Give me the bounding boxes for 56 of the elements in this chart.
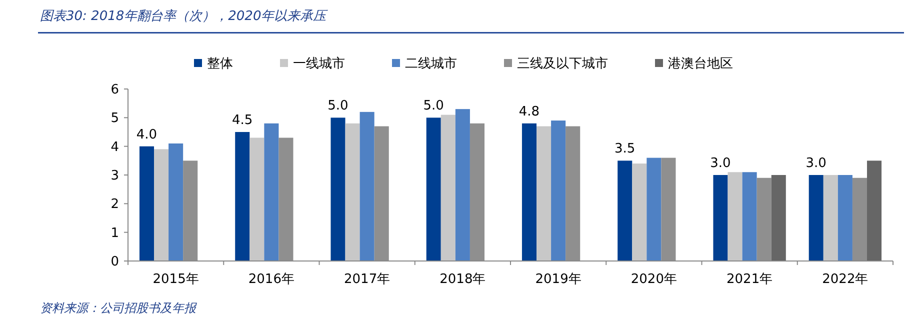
data-label: 5.0 [423, 98, 444, 114]
x-tick-label: 2018年 [440, 272, 486, 287]
bar [823, 175, 838, 261]
bar [551, 120, 566, 261]
data-label: 5.0 [328, 98, 348, 114]
bar [345, 123, 360, 261]
x-tick-label: 2016年 [248, 272, 294, 287]
y-tick-label: 1 [110, 226, 119, 241]
bar [536, 126, 552, 261]
data-label: 4.5 [232, 113, 253, 128]
legend-label: 二线城市 [405, 56, 457, 72]
bar [646, 158, 662, 261]
data-label: 4.0 [136, 127, 158, 142]
data-label: 3.0 [806, 156, 826, 171]
bar [713, 175, 728, 261]
chart-title: 图表30: 2018年翻台率（次），2020年以来承压 [40, 8, 328, 24]
bar [264, 123, 279, 261]
bar [139, 146, 154, 261]
bar [728, 172, 742, 261]
y-tick-label: 4 [110, 140, 119, 155]
data-label: 3.0 [710, 156, 731, 171]
x-tick-label: 2022年 [822, 272, 868, 287]
data-label: 4.8 [518, 104, 540, 120]
bar [618, 160, 632, 261]
bar [632, 164, 647, 261]
bar [808, 175, 824, 261]
bar [455, 109, 470, 261]
legend-label: 三线及以下城市 [517, 56, 608, 72]
legend-label: 港澳台地区 [668, 56, 733, 72]
bar [360, 112, 374, 261]
x-tick-label: 2017年 [344, 272, 390, 287]
bar [838, 175, 852, 261]
x-tick-label: 2019年 [535, 272, 582, 287]
bar [522, 123, 537, 261]
bar [154, 149, 169, 261]
x-tick-label: 2021年 [726, 272, 773, 287]
y-tick-label: 6 [110, 82, 119, 98]
legend-label: 一线城市 [293, 56, 345, 72]
data-label: 3.5 [614, 142, 636, 157]
bar [330, 118, 346, 261]
y-tick-label: 2 [110, 197, 119, 212]
bar [771, 175, 786, 261]
text: 资料来源：公司招股书及年报 [40, 301, 197, 315]
legend-label: 整体 [207, 56, 233, 72]
bar [742, 172, 757, 261]
bar [440, 114, 456, 261]
x-tick-label: 2020年 [630, 272, 677, 287]
bar [866, 160, 882, 261]
y-tick-label: 0 [110, 254, 119, 270]
y-tick-label: 3 [110, 168, 119, 184]
x-tick-label: 2015年 [152, 272, 199, 287]
bar [250, 138, 264, 261]
bar [168, 143, 184, 261]
y-tick-label: 5 [110, 111, 119, 126]
bar [426, 118, 441, 261]
bar [235, 132, 250, 261]
